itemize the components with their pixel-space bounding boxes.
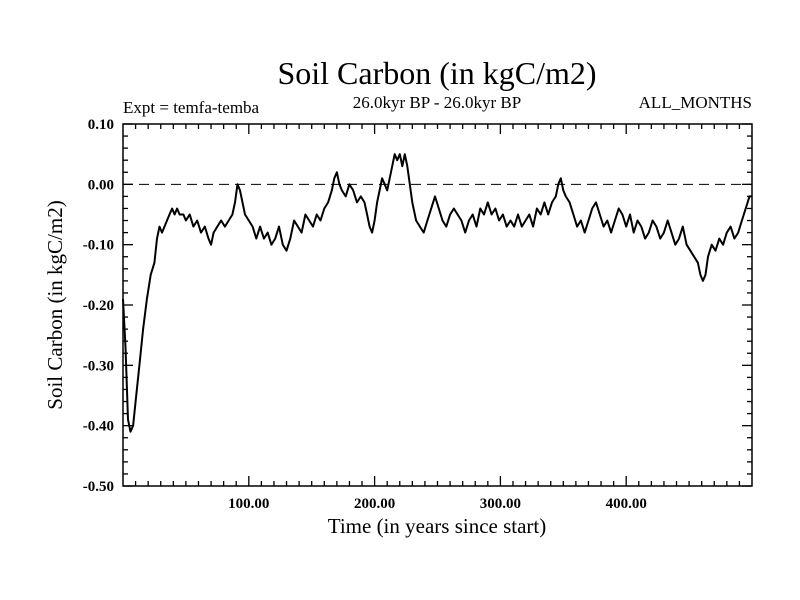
y-tick-label: -0.30 <box>83 358 114 374</box>
y-tick-label: -0.40 <box>83 419 114 435</box>
x-tick-label: 100.00 <box>228 496 269 512</box>
y-tick-label: -0.50 <box>83 479 114 495</box>
months-label: ALL_MONTHS <box>639 93 752 112</box>
y-axis-label: Soil Carbon (in kgC/m2) <box>43 200 67 409</box>
y-tick-label: 0.10 <box>88 117 114 133</box>
x-axis-label: Time (in years since start) <box>328 514 547 538</box>
experiment-label: Expt = temfa-temba <box>123 98 260 117</box>
tick-labels: 100.00 200.00 300.00 400.00 0.10 0.00 -0.10 -0.… <box>83 117 647 512</box>
ticks <box>123 123 752 487</box>
x-tick-label: 200.00 <box>354 496 395 512</box>
x-tick-label: 300.00 <box>480 496 521 512</box>
chart-title: Soil Carbon (in kgC/m2) <box>277 55 596 91</box>
y-tick-label: 0.00 <box>88 177 114 193</box>
y-tick-label: -0.20 <box>83 298 114 314</box>
plot-frame <box>122 123 753 487</box>
period-label: 26.0kyr BP - 26.0kyr BP <box>353 93 521 112</box>
x-tick-label: 400.00 <box>606 496 647 512</box>
soil-carbon-line <box>122 153 752 433</box>
y-tick-label: -0.10 <box>83 238 114 254</box>
